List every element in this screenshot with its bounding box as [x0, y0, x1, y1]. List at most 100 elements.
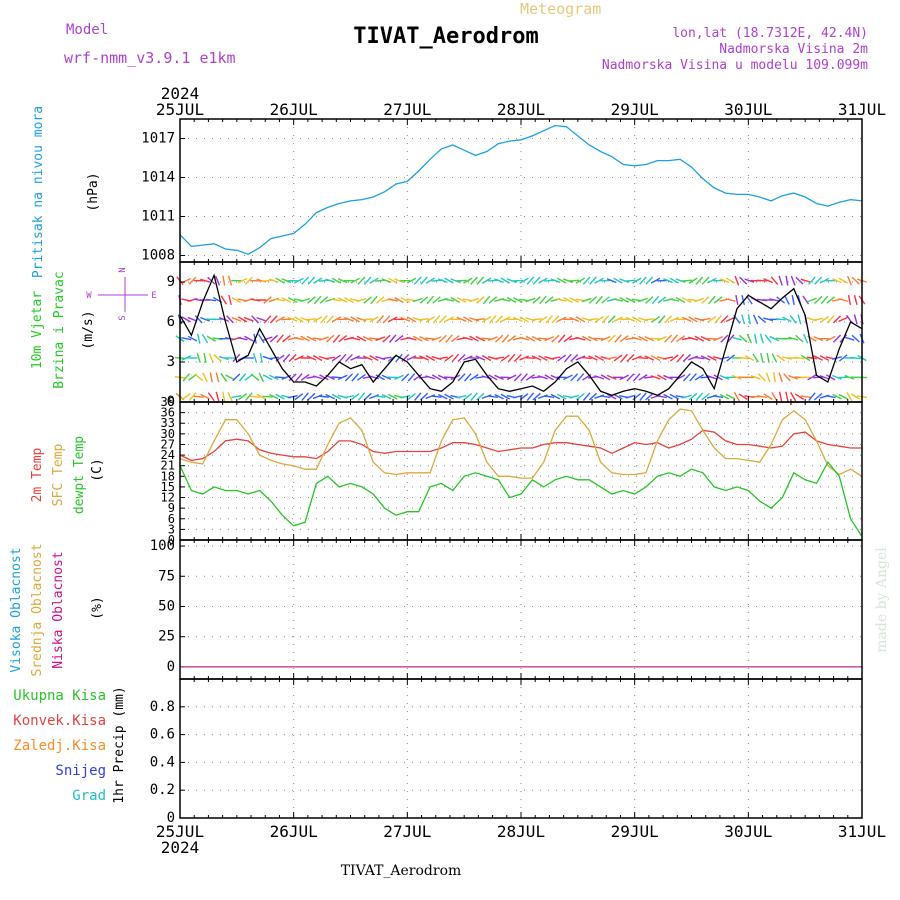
wind-arrow [269, 393, 279, 400]
wind-arrow [581, 297, 592, 303]
wind-direction-key: N S W E [86, 267, 156, 320]
wind-series-line-0 [179, 273, 863, 397]
wind-arrow [476, 392, 485, 401]
wind-arrow [594, 354, 604, 362]
wind-arrow [819, 354, 830, 362]
wind-arrow [475, 335, 486, 342]
wind-arrow [675, 278, 686, 284]
wind-arrow [764, 334, 772, 344]
wind-arrow [819, 374, 830, 380]
wind-arrow [757, 373, 766, 382]
wind-arrow [588, 392, 598, 401]
wind-arrow [318, 395, 329, 398]
wind-arrow [772, 372, 776, 383]
precip-ytick-label: 0.4 [150, 754, 175, 770]
wind-arrow [207, 392, 215, 402]
model-label: Model [66, 22, 108, 38]
wind-arrow [806, 356, 817, 360]
wind-arrow [695, 276, 704, 285]
wind-arrow [785, 391, 789, 402]
wind-arrow [832, 334, 841, 343]
wind-arrow [375, 336, 386, 342]
wind-arrow [752, 353, 759, 363]
wind-arrow [650, 375, 661, 380]
wind-arrow [557, 334, 566, 343]
wind-arrow [282, 334, 291, 343]
wind-arrow [551, 315, 560, 324]
wind-arrow [375, 279, 386, 282]
wind-arrow [227, 275, 233, 286]
temperature-ytick-label: 21 [161, 459, 175, 473]
wind-arrow [400, 316, 411, 322]
wind-arrow [645, 392, 654, 401]
wind-arrow [676, 353, 685, 363]
wind-arrow [431, 374, 442, 381]
pressure-panel: 1008 1011 1014 1017 [141, 118, 863, 264]
wind-arrow [607, 334, 616, 343]
wind-arrow [456, 297, 467, 303]
precip-frame [179, 678, 863, 819]
credit-label: made by Angel [874, 547, 890, 653]
wind-arrow [575, 336, 586, 341]
wind-arrow [570, 354, 579, 362]
wind-arrow [637, 356, 649, 360]
wind-arrow [776, 354, 786, 362]
cloud-ylabel-high: Visoka Oblacnost [9, 547, 24, 672]
wind-arrow [701, 276, 710, 285]
wind-arrow [258, 334, 265, 344]
wind-arrow [782, 316, 792, 323]
wind-arrow [853, 294, 858, 306]
wind-arrow [476, 276, 485, 285]
wind-arrow [613, 393, 623, 400]
wind-arrow [475, 318, 486, 321]
wind-arrow [231, 395, 242, 399]
temp-ylabel-2m: 2m Temp [30, 447, 45, 502]
wind-arrow [313, 295, 322, 305]
wind-arrow [752, 314, 759, 325]
wind-arrow [194, 373, 204, 381]
wind-arrow [519, 336, 530, 341]
wind-arrow [619, 278, 630, 284]
wind-arrow [275, 298, 286, 302]
wind-arrow [700, 355, 711, 361]
wind-arrow [581, 335, 592, 342]
legend-conv-rain: Konvek.Kisa [13, 713, 106, 729]
wind-arrow [487, 336, 498, 342]
wind-arrow [569, 394, 580, 399]
wind-arrow [425, 277, 435, 284]
wind-arrow [734, 275, 740, 286]
wind-arrow [746, 333, 753, 344]
wind-arrow [375, 374, 385, 381]
wind-arrow [276, 334, 284, 343]
wind-arrow [237, 316, 248, 323]
pressure-ytick-label: 1017 [141, 131, 175, 147]
wind-arrow [695, 392, 704, 401]
wind-arrow [351, 373, 359, 382]
wind-arrow [819, 315, 829, 323]
wind-arrow [203, 352, 207, 364]
wind-arrow [419, 296, 429, 304]
direction-key-w: W [86, 291, 92, 301]
wind-arrow [613, 354, 623, 362]
wind-arrow [601, 315, 610, 324]
wind-arrow [801, 354, 811, 362]
wind-arrow [200, 278, 211, 283]
wind-arrow [701, 296, 710, 304]
wind-arrow [513, 373, 522, 382]
wind-arrow [744, 354, 755, 362]
wind-arrow [570, 373, 579, 382]
wind-arrow [275, 316, 285, 323]
wind-arrow [362, 318, 373, 321]
wind-arrow [406, 355, 417, 361]
wind-arrow [307, 392, 316, 401]
wind-arrow [739, 276, 748, 285]
wind-arrow [785, 275, 789, 286]
wind-arrow [820, 295, 829, 305]
wind-arrow [512, 316, 523, 322]
wind-arrow [600, 395, 611, 399]
temperature-ytick-label: 15 [161, 480, 175, 494]
wind-arrow [262, 374, 273, 381]
wind-arrow [644, 335, 655, 342]
wind-arrow [769, 335, 780, 342]
